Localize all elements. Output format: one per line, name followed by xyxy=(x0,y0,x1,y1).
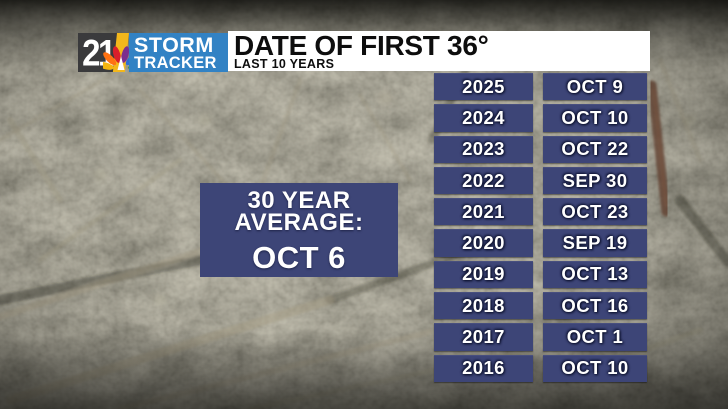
date-cell: OCT 13 xyxy=(543,260,647,289)
date-cell: SEP 19 xyxy=(543,229,647,257)
date-cell: OCT 10 xyxy=(543,354,647,382)
average-label-line2: AVERAGE: xyxy=(234,209,364,236)
year-cell: 2021 xyxy=(434,198,533,226)
year-cell: 2019 xyxy=(434,260,533,289)
year-cell: 2018 xyxy=(434,292,533,320)
date-cell: OCT 9 xyxy=(543,73,647,101)
year-column: 2025 2024 2023 2022 2021 2020 2019 2018 … xyxy=(434,73,533,382)
date-cell: OCT 23 xyxy=(543,198,647,226)
date-cell: SEP 30 xyxy=(543,166,647,195)
storm-tracker-brand: STORM TRACKER xyxy=(129,33,228,72)
brand-tracker-label: TRACKER xyxy=(134,53,217,72)
year-cell: 2024 xyxy=(434,104,533,132)
year-cell: 2025 xyxy=(434,73,533,101)
graphic-title: DATE OF FIRST 36° xyxy=(234,30,489,61)
year-cell: 2017 xyxy=(434,323,533,351)
brand-storm-label: STORM xyxy=(134,32,214,57)
year-cell: 2016 xyxy=(434,354,533,382)
year-cell: 2020 xyxy=(434,229,533,257)
date-cell: OCT 22 xyxy=(543,135,647,163)
year-cell: 2022 xyxy=(434,166,533,195)
thirty-year-average-box: 30 YEAR AVERAGE: OCT 6 xyxy=(200,183,398,277)
title-band: DATE OF FIRST 36° LAST 10 YEARS xyxy=(228,31,650,71)
average-label-line1: 30 YEAR xyxy=(247,187,351,214)
date-cell: OCT 10 xyxy=(543,104,647,132)
year-cell: 2023 xyxy=(434,135,533,163)
graphic-subtitle: LAST 10 YEARS xyxy=(234,57,335,71)
date-column: OCT 9 OCT 10 OCT 22 SEP 30 OCT 23 SEP 19… xyxy=(543,73,647,382)
date-cell: OCT 1 xyxy=(543,323,647,351)
average-value: OCT 6 xyxy=(252,240,346,275)
date-cell: OCT 16 xyxy=(543,292,647,320)
